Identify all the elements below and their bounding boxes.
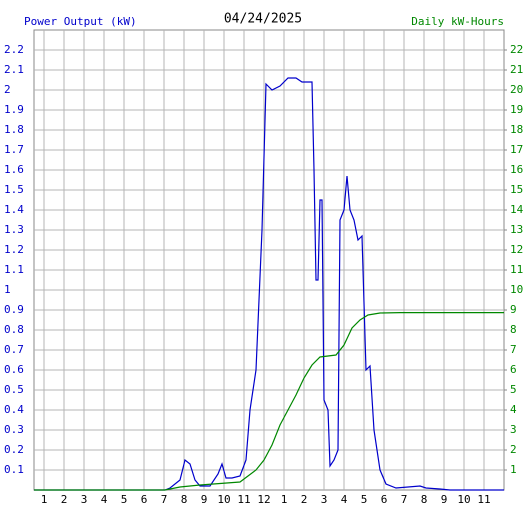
y-tick-label: 0.9 [4, 303, 24, 316]
y-tick-label: 1.1 [4, 263, 24, 276]
y-tick-label: 1.6 [4, 163, 24, 176]
y-tick-label: 0.5 [4, 383, 24, 396]
x-tick-label: 7 [161, 493, 168, 506]
y2-tick-label: 19 [510, 103, 523, 116]
x-tick-label: 8 [421, 493, 428, 506]
y-axis-title: Power Output (kW) [24, 15, 137, 28]
y2-tick-label: 21 [510, 63, 523, 76]
x-tick-label: 2 [301, 493, 308, 506]
y-tick-label: 0.3 [4, 423, 24, 436]
series-line [34, 312, 504, 491]
y2-tick-label: 17 [510, 143, 523, 156]
x-tick-label: 12 [257, 493, 270, 506]
y2-tick-label: 18 [510, 123, 523, 136]
y-tick-label: 2.1 [4, 63, 24, 76]
y-tick-label: 1.4 [4, 203, 24, 216]
x-tick-label: 9 [441, 493, 448, 506]
x-tick-label: 3 [321, 493, 328, 506]
y2-axis-title: Daily kW-Hours [411, 15, 504, 28]
y-tick-label: 1.7 [4, 143, 24, 156]
series-line [34, 77, 504, 491]
x-tick-label: 10 [217, 493, 230, 506]
y-tick-label: 1.9 [4, 103, 24, 116]
y-tick-label: 2 [4, 83, 11, 96]
x-tick-label: 11 [237, 493, 250, 506]
y-tick-label: 0.7 [4, 343, 24, 356]
y2-tick-label: 3 [510, 423, 517, 436]
y2-tick-label: 12 [510, 243, 523, 256]
y-tick-label: 0.8 [4, 323, 24, 336]
chart-title: 04/24/2025 [224, 12, 302, 27]
y-tick-label: 1.2 [4, 243, 24, 256]
y2-tick-label: 1 [510, 463, 517, 476]
x-tick-label: 1 [281, 493, 288, 506]
y-tick-label: 1.8 [4, 123, 24, 136]
y-tick-label: 1.5 [4, 183, 24, 196]
x-tick-label: 4 [101, 493, 108, 506]
y2-tick-label: 9 [510, 303, 517, 316]
y2-tick-label: 15 [510, 183, 523, 196]
y2-tick-label: 4 [510, 403, 517, 416]
y2-tick-label: 22 [510, 43, 523, 56]
y2-tick-label: 6 [510, 363, 517, 376]
y-tick-label: 0.2 [4, 443, 24, 456]
y2-tick-label: 11 [510, 263, 523, 276]
y-tick-label: 1.3 [4, 223, 24, 236]
plot-frame [33, 29, 505, 491]
x-tick-label: 2 [61, 493, 68, 506]
x-tick-label: 6 [381, 493, 388, 506]
y-tick-label: 0.1 [4, 463, 24, 476]
y2-tick-label: 7 [510, 343, 517, 356]
y2-tick-label: 10 [510, 283, 523, 296]
x-tick-label: 3 [81, 493, 88, 506]
x-tick-label: 1 [41, 493, 48, 506]
y-tick-label: 0.4 [4, 403, 24, 416]
y2-tick-label: 13 [510, 223, 523, 236]
x-tick-label: 11 [477, 493, 490, 506]
y2-tick-label: 5 [510, 383, 517, 396]
y2-tick-label: 16 [510, 163, 523, 176]
y-tick-label: 0.6 [4, 363, 24, 376]
x-tick-label: 9 [201, 493, 208, 506]
y-tick-label: 2.2 [4, 43, 24, 56]
x-tick-label: 5 [361, 493, 368, 506]
y2-tick-label: 8 [510, 323, 517, 336]
x-tick-label: 8 [181, 493, 188, 506]
x-tick-label: 7 [401, 493, 408, 506]
x-tick-label: 6 [141, 493, 148, 506]
y2-tick-label: 14 [510, 203, 524, 216]
y-tick-label: 1 [4, 283, 11, 296]
y2-tick-label: 2 [510, 443, 517, 456]
x-tick-label: 10 [457, 493, 470, 506]
y2-tick-label: 20 [510, 83, 523, 96]
x-tick-label: 4 [341, 493, 348, 506]
x-tick-label: 5 [121, 493, 128, 506]
